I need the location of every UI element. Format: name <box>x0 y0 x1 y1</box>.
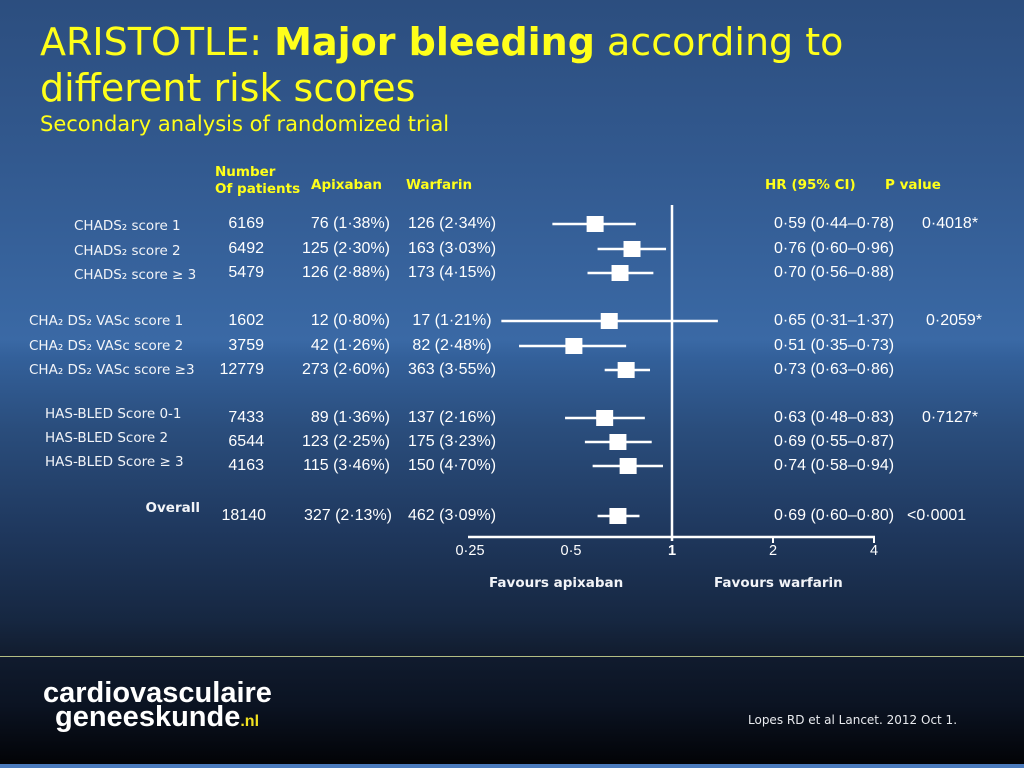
apixaban-events: 327 (2·13%) <box>303 507 392 524</box>
favours-apixaban-label: Favours apixaban <box>489 575 624 591</box>
header-p-value: P value <box>885 177 941 193</box>
p-value: 0·4018* <box>922 215 979 232</box>
table-row: CHADS₂ score 2 6492 125 (2·30%) 163 (3·0… <box>0 240 1024 259</box>
logo-suffix: .nl <box>240 713 260 730</box>
header-hr-ci: HR (95% CI) <box>765 177 856 193</box>
hr-ci: 0·69 (0·55–0·87) <box>774 433 895 450</box>
patients-count: 7433 <box>228 409 264 426</box>
warfarin-events: 126 (2·34%) <box>407 215 497 232</box>
patients-count: 6169 <box>228 215 264 232</box>
header-patients-line2: Of patients <box>215 181 301 197</box>
hr-ci: 0·63 (0·48–0·83) <box>774 409 895 426</box>
hr-ci: 0·59 (0·44–0·78) <box>774 215 895 232</box>
table-row: CHA₂ DS₂ VASc score 2 3759 42 (1·26%) 82… <box>0 337 1024 355</box>
row-label: CHA₂ DS₂ VASc score ≥3 <box>29 362 195 378</box>
apixaban-events: 126 (2·88%) <box>301 264 390 281</box>
patients-count: 6492 <box>228 240 264 257</box>
apixaban-events: 125 (2·30%) <box>301 240 390 257</box>
p-value: 0·7127* <box>922 409 979 426</box>
logo-line1: cardiovasculaire <box>43 677 272 709</box>
table-row: HAS-BLED Score 2 6544 123 (2·25%) 175 (3… <box>0 430 1024 451</box>
x-tick-label: 0·5 <box>561 543 582 559</box>
title-part1: ARISTOTLE: <box>40 20 275 64</box>
apixaban-events: 42 (1·26%) <box>310 337 390 354</box>
logo-line2: geneeskunde.nl <box>55 701 259 738</box>
apixaban-events: 115 (3·46%) <box>303 457 390 474</box>
patients-count: 4163 <box>228 457 264 474</box>
hr-ci: 0·65 (0·31–1·37) <box>774 312 895 329</box>
table-row: CHADS₂ score 1 6169 76 (1·38%) 126 (2·34… <box>0 215 1024 234</box>
header-apixaban: Apixaban <box>311 177 382 193</box>
warfarin-events: 82 (2·48%) <box>412 337 492 354</box>
warfarin-events: 17 (1·21%) <box>412 312 492 329</box>
x-tick-label: 0·25 <box>455 543 484 559</box>
apixaban-events: 89 (1·36%) <box>310 409 390 426</box>
title-emphasis: Major bleeding <box>274 20 595 64</box>
apixaban-events: 123 (2·25%) <box>301 433 390 450</box>
header-patients-line1: Number <box>215 164 276 180</box>
favours-warfarin-label: Favours warfarin <box>714 575 843 591</box>
patients-count: 12779 <box>219 361 265 378</box>
table-row: HAS-BLED Score ≥ 3 4163 115 (3·46%) 150 … <box>0 454 1024 475</box>
table-row: CHA₂ DS₂ VASc score ≥3 12779 273 (2·60%)… <box>0 361 1024 379</box>
title-part2: according to <box>594 20 844 64</box>
footer-strip <box>0 764 1024 768</box>
warfarin-events: 163 (3·03%) <box>407 240 497 257</box>
row-label: HAS-BLED Score 2 <box>45 430 169 446</box>
hr-ci: 0·73 (0·63–0·86) <box>774 361 895 378</box>
apixaban-events: 12 (0·80%) <box>310 312 390 329</box>
warfarin-events: 363 (3·55%) <box>407 361 497 378</box>
row-label-overall: Overall <box>145 500 200 516</box>
hr-ci: 0·74 (0·58–0·94) <box>774 457 895 474</box>
warfarin-events: 173 (4·15%) <box>407 264 497 281</box>
patients-count: 5479 <box>228 264 264 281</box>
table-row-overall: Overall 18140 327 (2·13%) 462 (3·09%) 0·… <box>0 500 1024 525</box>
table-row: CHADS₂ score ≥ 3 5479 126 (2·88%) 173 (4… <box>0 264 1024 283</box>
x-tick-label: 1 <box>668 543 676 559</box>
warfarin-events: 150 (4·70%) <box>407 457 497 474</box>
hr-ci: 0·69 (0·60–0·80) <box>774 507 895 524</box>
row-label: CHA₂ DS₂ VASc score 1 <box>29 313 184 329</box>
row-label: CHA₂ DS₂ VASc score 2 <box>29 338 184 354</box>
patients-count: 1602 <box>228 312 264 329</box>
citation: Lopes RD et al Lancet. 2012 Oct 1. <box>748 713 958 727</box>
p-value: 0·2059* <box>926 312 983 329</box>
patients-count: 6544 <box>228 433 264 450</box>
row-label: CHADS₂ score 1 <box>74 218 181 234</box>
slide-title: ARISTOTLE: Major bleeding according to <box>40 19 843 65</box>
warfarin-events: 175 (3·23%) <box>407 433 497 450</box>
logo-name: geneeskunde <box>55 701 241 733</box>
hr-ci: 0·51 (0·35–0·73) <box>774 337 895 354</box>
table-row: CHA₂ DS₂ VASc score 1 1602 12 (0·80%) 17… <box>0 312 1024 330</box>
footer-bar <box>0 656 1024 765</box>
row-label: HAS-BLED Score 0-1 <box>45 406 182 422</box>
p-value: <0·0001 <box>907 507 967 524</box>
patients-count: 3759 <box>228 337 264 354</box>
slide-title-line2: different risk scores <box>40 66 416 110</box>
warfarin-events: 462 (3·09%) <box>407 507 497 524</box>
slide-subtitle: Secondary analysis of randomized trial <box>40 112 450 136</box>
row-label: CHADS₂ score 2 <box>74 243 181 259</box>
table-row: HAS-BLED Score 0-1 7433 89 (1·36%) 137 (… <box>0 406 1024 427</box>
hr-ci: 0·70 (0·56–0·88) <box>774 264 895 281</box>
patients-count: 18140 <box>221 507 267 524</box>
row-label: CHADS₂ score ≥ 3 <box>74 267 197 283</box>
warfarin-events: 137 (2·16%) <box>407 409 497 426</box>
hr-ci: 0·76 (0·60–0·96) <box>774 240 895 257</box>
x-tick-label: 4 <box>870 543 878 559</box>
apixaban-events: 273 (2·60%) <box>301 361 390 378</box>
x-tick-label: 2 <box>769 543 777 559</box>
header-warfarin: Warfarin <box>406 177 473 193</box>
apixaban-events: 76 (1·38%) <box>310 215 390 232</box>
row-label: HAS-BLED Score ≥ 3 <box>45 454 184 470</box>
